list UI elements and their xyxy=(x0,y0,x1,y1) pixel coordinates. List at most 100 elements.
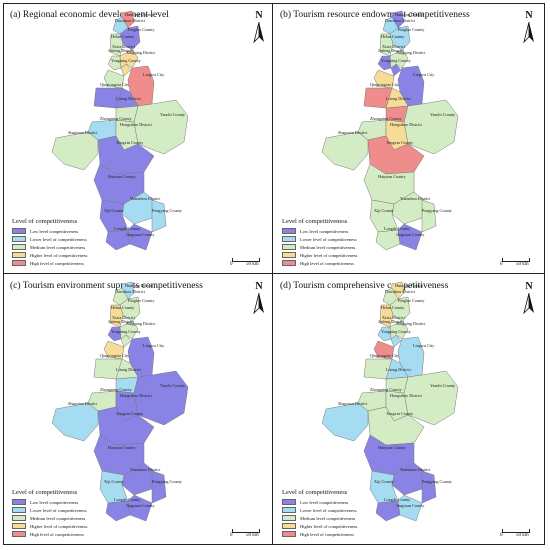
north-arrow-icon: N xyxy=(522,281,536,315)
district-label: Pingluo County xyxy=(398,298,425,303)
district-region xyxy=(151,199,167,233)
district-region xyxy=(133,99,189,155)
district-region xyxy=(373,340,395,360)
legend-label: Lower level of competitiveness xyxy=(300,507,357,513)
district-label: Litong District xyxy=(116,367,142,372)
legend-label: Higher level of competitiveness xyxy=(30,252,88,258)
district-label: Pengyang County xyxy=(422,208,453,213)
scale-distance-label: 50 km xyxy=(246,262,259,267)
district-label: Yuanzhou District xyxy=(400,467,431,472)
panel-divider-horizontal xyxy=(3,273,545,274)
district-label: Pingluo County xyxy=(128,27,155,32)
district-label: Lingwu City xyxy=(413,343,435,348)
district-label: Shapotou District xyxy=(338,401,368,406)
legend-label: High level of competitiveness xyxy=(300,531,354,537)
legend-item: Higher level of competitiveness xyxy=(282,522,357,530)
district-label: Jinfeng District xyxy=(378,319,405,324)
scale-zero-label: 0 xyxy=(230,533,233,538)
legend-item: Medium level competitiveness xyxy=(12,514,87,522)
district-region xyxy=(107,326,122,342)
legend-item: Lower level of competitiveness xyxy=(282,506,357,514)
district-region xyxy=(115,87,139,109)
scale-distance-label: 50 km xyxy=(246,533,259,538)
district-label: Qingtongxia City xyxy=(100,353,130,358)
legend-swatch xyxy=(282,515,296,521)
north-arrow-icon: N xyxy=(252,10,266,44)
district-region xyxy=(115,358,139,380)
legend-item: Low level competitiveness xyxy=(282,498,357,506)
district-label: Shapotou District xyxy=(338,130,368,135)
legend-swatch xyxy=(12,507,26,513)
district-region xyxy=(127,223,153,251)
district-label: Haiyuan County xyxy=(108,174,136,179)
district-label: Pengyang County xyxy=(152,208,183,213)
district-label: Zhongning County xyxy=(370,387,403,392)
district-label: Yanchi County xyxy=(430,383,456,388)
north-arrow-icon: N xyxy=(522,10,536,44)
legend-label: Lower level of competitiveness xyxy=(30,236,87,242)
legend-title: Level of competitiveness xyxy=(12,489,78,496)
district-label: Lingwu City xyxy=(143,72,165,77)
legend-swatch xyxy=(12,252,26,258)
legend-swatch xyxy=(12,499,26,505)
legend: Level of competitiveness Low level compet… xyxy=(12,218,87,267)
district-label: Jinfeng District xyxy=(378,48,405,53)
district-label: Xixia District xyxy=(112,44,136,49)
district-region xyxy=(105,229,131,251)
district-label: Helan County xyxy=(381,305,405,310)
legend-title: Level of competitiveness xyxy=(12,218,78,225)
legend-label: Medium level competitiveness xyxy=(300,515,356,521)
legend-item: Low level competitiveness xyxy=(12,227,87,235)
legend-label: Low level competitiveness xyxy=(300,499,349,505)
scale-bar-line xyxy=(232,529,260,533)
legend-item: High level of competitiveness xyxy=(12,530,87,538)
panel-divider-vertical xyxy=(272,3,273,545)
legend-label: High level of competitiveness xyxy=(300,260,354,266)
district-label: Jinfeng District xyxy=(108,48,135,53)
district-region xyxy=(379,33,394,57)
legend-swatch xyxy=(12,260,26,266)
district-region xyxy=(373,69,395,89)
district-label: Xixia District xyxy=(382,44,406,49)
north-label: N xyxy=(525,281,533,292)
district-region xyxy=(385,358,409,380)
scale-bar: 0 50 km xyxy=(230,258,264,268)
district-region xyxy=(127,494,153,522)
legend-label: High level of competitiveness xyxy=(30,260,84,266)
district-label: Shapotou District xyxy=(68,130,98,135)
district-label: Qingtongxia City xyxy=(100,82,130,87)
district-label: Helan County xyxy=(111,34,135,39)
map-panel: (a) Regional economic development level N… xyxy=(4,4,272,272)
legend: Level of competitiveness Low level compet… xyxy=(282,218,357,267)
district-label: Zhongning County xyxy=(100,387,133,392)
district-label: Hongsibao District xyxy=(390,393,423,398)
legend-title: Level of competitiveness xyxy=(282,489,348,496)
district-region xyxy=(385,87,409,109)
district-label: Jingyuan County xyxy=(396,503,425,508)
legend-item: Lower level of competitiveness xyxy=(12,506,87,514)
district-region xyxy=(377,55,392,71)
district-label: Xiji County xyxy=(374,208,395,213)
legend-swatch xyxy=(282,260,296,266)
district-label: Xingqing District xyxy=(126,50,156,55)
district-label: Litong District xyxy=(386,367,412,372)
district-label: Litong District xyxy=(116,96,142,101)
district-label: Xiji County xyxy=(374,479,395,484)
district-region xyxy=(103,69,125,89)
panel-title: (c) Tourism environment supports competi… xyxy=(10,281,203,291)
legend-item: High level of competitiveness xyxy=(282,530,357,538)
legend-item: High level of competitiveness xyxy=(12,259,87,267)
district-region xyxy=(151,470,167,504)
scale-bar: 0 50 km xyxy=(230,529,264,539)
figure-frame xyxy=(3,3,545,545)
scale-distance-label: 50 km xyxy=(516,533,529,538)
legend-item: Higher level of competitiveness xyxy=(282,251,357,259)
scale-zero-label: 0 xyxy=(500,533,503,538)
district-label: Yongning County xyxy=(381,58,412,63)
district-region xyxy=(377,326,392,342)
legend-swatch xyxy=(282,523,296,529)
district-label: Dawukou District xyxy=(115,18,146,23)
